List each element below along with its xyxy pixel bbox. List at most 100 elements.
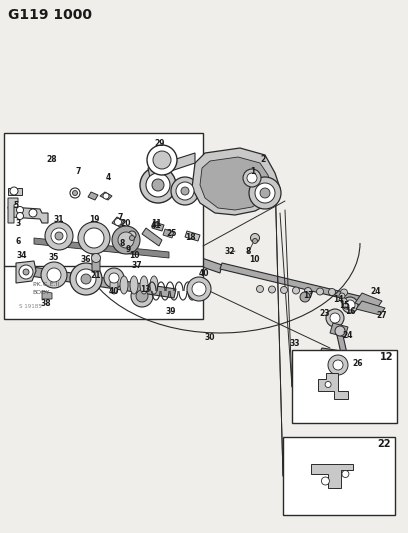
Text: 9: 9 bbox=[125, 245, 131, 254]
Polygon shape bbox=[8, 207, 48, 223]
Circle shape bbox=[131, 285, 153, 307]
Circle shape bbox=[84, 228, 104, 248]
Text: 14: 14 bbox=[333, 295, 343, 303]
Text: 5: 5 bbox=[13, 200, 18, 209]
Polygon shape bbox=[55, 208, 222, 273]
Bar bbox=[292, 350, 397, 423]
Text: 16: 16 bbox=[345, 306, 355, 316]
Circle shape bbox=[268, 286, 275, 293]
Polygon shape bbox=[16, 261, 36, 283]
Circle shape bbox=[328, 288, 335, 295]
Circle shape bbox=[249, 177, 281, 209]
Circle shape bbox=[330, 313, 340, 323]
Text: 40: 40 bbox=[199, 269, 209, 278]
Polygon shape bbox=[88, 192, 98, 200]
Circle shape bbox=[136, 290, 148, 302]
Circle shape bbox=[326, 309, 344, 327]
Text: 11: 11 bbox=[151, 219, 161, 228]
Text: 34: 34 bbox=[17, 251, 27, 260]
Circle shape bbox=[76, 269, 96, 289]
Circle shape bbox=[341, 298, 347, 304]
Circle shape bbox=[342, 297, 358, 313]
Circle shape bbox=[293, 287, 299, 294]
Circle shape bbox=[118, 232, 134, 248]
Polygon shape bbox=[8, 198, 18, 223]
Text: 13: 13 bbox=[140, 286, 150, 295]
Text: 1: 1 bbox=[251, 166, 256, 175]
Text: 8: 8 bbox=[119, 238, 125, 247]
Circle shape bbox=[19, 265, 33, 279]
Text: 27: 27 bbox=[377, 311, 387, 319]
Circle shape bbox=[260, 188, 270, 198]
Polygon shape bbox=[24, 266, 176, 298]
Circle shape bbox=[192, 282, 206, 296]
Text: P.K.G.E.II: P.K.G.E.II bbox=[32, 281, 59, 287]
Text: G119 1000: G119 1000 bbox=[8, 8, 92, 22]
Polygon shape bbox=[100, 192, 112, 200]
Circle shape bbox=[345, 300, 355, 310]
Ellipse shape bbox=[130, 276, 138, 294]
Polygon shape bbox=[311, 464, 353, 488]
Polygon shape bbox=[356, 301, 385, 315]
Circle shape bbox=[128, 231, 136, 239]
Polygon shape bbox=[318, 373, 348, 399]
Text: 20: 20 bbox=[121, 219, 131, 228]
Text: 36: 36 bbox=[81, 255, 91, 264]
Text: 15: 15 bbox=[339, 301, 349, 310]
Circle shape bbox=[328, 355, 348, 375]
Text: 21: 21 bbox=[91, 271, 101, 280]
Polygon shape bbox=[163, 229, 174, 238]
Circle shape bbox=[325, 382, 331, 387]
Ellipse shape bbox=[150, 276, 158, 294]
Polygon shape bbox=[332, 313, 348, 358]
Circle shape bbox=[70, 188, 80, 198]
Text: 19: 19 bbox=[89, 214, 99, 223]
Circle shape bbox=[10, 187, 18, 195]
Text: 38: 38 bbox=[41, 298, 51, 308]
Polygon shape bbox=[152, 222, 164, 231]
Circle shape bbox=[146, 173, 170, 197]
Text: 4: 4 bbox=[105, 174, 111, 182]
Polygon shape bbox=[192, 148, 280, 215]
Circle shape bbox=[257, 286, 264, 293]
Polygon shape bbox=[8, 188, 22, 195]
Circle shape bbox=[253, 238, 257, 244]
Circle shape bbox=[29, 209, 37, 217]
Ellipse shape bbox=[110, 276, 118, 294]
Circle shape bbox=[304, 287, 311, 295]
Text: 7: 7 bbox=[118, 213, 123, 222]
Circle shape bbox=[341, 289, 348, 296]
Circle shape bbox=[342, 471, 349, 478]
Circle shape bbox=[47, 268, 61, 282]
Text: 23: 23 bbox=[320, 309, 330, 318]
Text: S 19185: S 19185 bbox=[19, 304, 42, 310]
Text: 28: 28 bbox=[47, 156, 57, 165]
Text: 2: 2 bbox=[260, 155, 266, 164]
Text: 7: 7 bbox=[75, 166, 81, 175]
Text: BODY: BODY bbox=[32, 290, 49, 295]
Text: 3: 3 bbox=[16, 219, 21, 228]
Circle shape bbox=[300, 292, 310, 302]
Circle shape bbox=[16, 213, 24, 220]
Circle shape bbox=[247, 173, 257, 183]
Text: 37: 37 bbox=[132, 261, 142, 270]
Text: 35: 35 bbox=[49, 254, 59, 262]
Polygon shape bbox=[34, 238, 169, 258]
Circle shape bbox=[23, 269, 29, 275]
Text: 33: 33 bbox=[290, 338, 300, 348]
Circle shape bbox=[129, 236, 135, 240]
Circle shape bbox=[55, 232, 63, 240]
Circle shape bbox=[81, 274, 91, 284]
Ellipse shape bbox=[120, 276, 128, 294]
Polygon shape bbox=[313, 348, 360, 383]
Circle shape bbox=[152, 179, 164, 191]
Circle shape bbox=[109, 273, 119, 283]
Text: 32: 32 bbox=[225, 246, 235, 255]
Ellipse shape bbox=[140, 276, 148, 294]
Circle shape bbox=[16, 206, 24, 214]
Circle shape bbox=[243, 169, 261, 187]
Circle shape bbox=[104, 268, 124, 288]
Text: 10: 10 bbox=[249, 254, 259, 263]
Circle shape bbox=[335, 326, 345, 336]
Circle shape bbox=[181, 187, 189, 195]
